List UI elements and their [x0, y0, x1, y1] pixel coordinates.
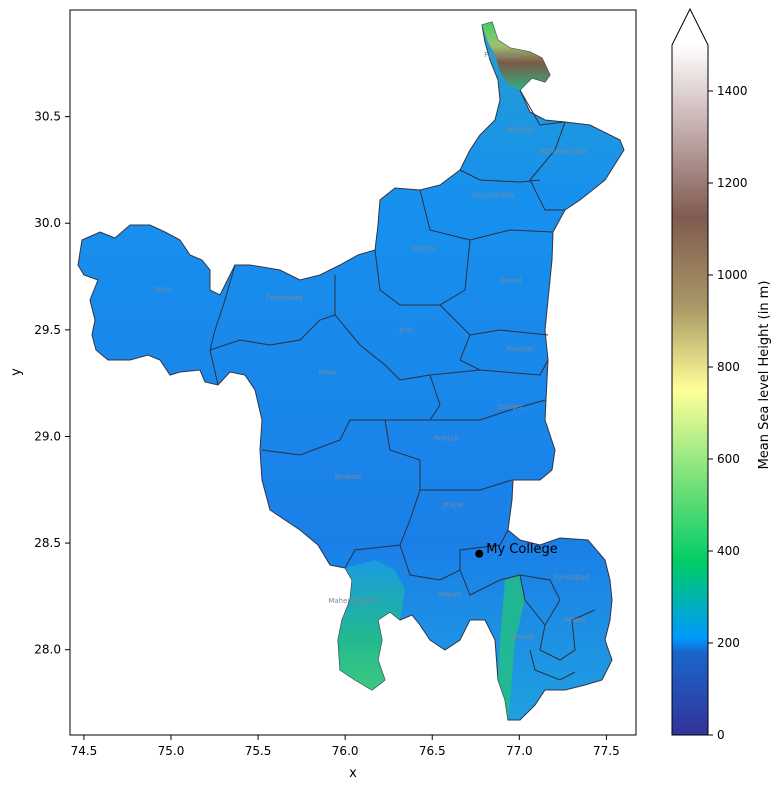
y-tick-label: 28.0	[34, 643, 61, 657]
district-label: Palwal	[564, 616, 586, 624]
x-tick-label: 74.5	[71, 744, 98, 758]
colorbar-tick-label: 1400	[717, 84, 748, 98]
district-label: Ambala	[506, 126, 533, 134]
district-label: Kaithal	[411, 245, 435, 253]
district-label: Sonipat	[497, 403, 524, 411]
colorbar-tick-label: 400	[717, 544, 740, 558]
district-label: Panipat	[506, 345, 532, 353]
colorbar-outline	[671, 7, 709, 736]
colorbar-gradient	[672, 45, 708, 735]
district-label: Rohtak	[434, 435, 459, 443]
x-axis-label: x	[349, 766, 357, 781]
district-label: Jind	[399, 326, 413, 334]
district-labels: Panchkula Ambala Yamunanagar Kurukshetra Kai…	[154, 51, 589, 641]
marker-label: My College	[486, 542, 558, 557]
colorbar-ticks: 0 200 400 600 800 1000 1200 1400	[708, 84, 748, 742]
district-label: Fatehabad	[266, 294, 303, 302]
district-label: Hisar	[319, 369, 337, 377]
district-label: Mewat	[511, 633, 534, 641]
y-axis-label: y	[9, 368, 24, 376]
district-label: Faridabad	[554, 573, 588, 581]
y-tick-label: 29.0	[34, 429, 61, 443]
district-label: Kurukshetra	[472, 192, 514, 200]
colorbar-tick-label: 1000	[717, 268, 748, 282]
y-tick-label: 29.5	[34, 323, 61, 337]
colorbar: 0 200 400 600 800 1000 1200 1400 Mean Sea level…	[671, 7, 772, 742]
x-tick-label: 76.5	[419, 744, 446, 758]
x-tick-label: 75.0	[158, 744, 185, 758]
colorbar-tick-label: 800	[717, 360, 740, 374]
colorbar-extend-arrow	[672, 9, 708, 45]
y-tick-label: 30.5	[34, 110, 61, 124]
college-marker: My College	[475, 542, 558, 558]
y-tick-label: 28.5	[34, 536, 61, 550]
colorbar-label: Mean Sea level Height (in m)	[757, 281, 772, 470]
colorbar-tick-label: 200	[717, 636, 740, 650]
state-shape	[77, 21, 625, 721]
district-boundaries	[209, 89, 596, 681]
district-label: Panchkula	[484, 51, 519, 59]
x-tick-label: 76.0	[332, 744, 359, 758]
district-label: Yamunanagar	[538, 147, 587, 155]
district-label: Mahendragarh	[328, 597, 379, 605]
district-label: Bhiwani	[335, 473, 363, 481]
district-label: Sirsa	[154, 285, 171, 293]
colorbar-tick-label: 600	[717, 452, 740, 466]
colorbar-tick-label: 1200	[717, 176, 748, 190]
x-tick-label: 77.5	[593, 744, 620, 758]
x-tick-label: 77.0	[506, 744, 533, 758]
colorbar-tick-label: 0	[717, 728, 725, 742]
y-tick-label: 30.0	[34, 216, 61, 230]
x-axis-ticks: 74.5 75.0 75.5 76.0 76.5 77.0 77.5	[71, 735, 620, 758]
x-tick-label: 75.5	[245, 744, 272, 758]
district-label: Rewari	[438, 590, 462, 598]
district-label: Jhajjar	[441, 501, 464, 509]
y-axis-ticks: 28.0 28.5 29.0 29.5 30.0 30.5	[34, 110, 70, 657]
marker-dot	[475, 549, 484, 558]
district-label: Karnal	[500, 277, 522, 285]
